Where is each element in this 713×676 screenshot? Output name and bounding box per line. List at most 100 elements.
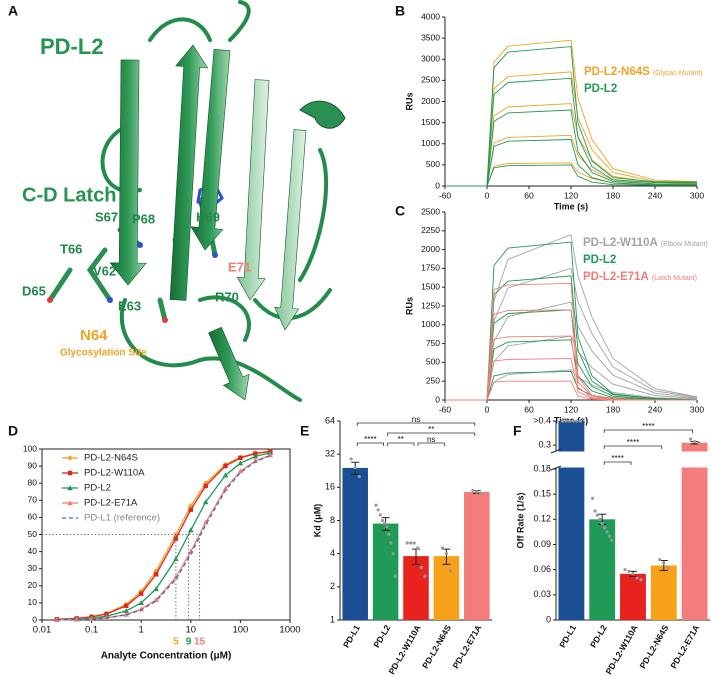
data-point bbox=[252, 453, 259, 459]
data-point bbox=[578, 419, 582, 423]
y-tick-label: 100 bbox=[23, 443, 37, 453]
data-point bbox=[416, 546, 420, 550]
reference-label: 15 bbox=[194, 637, 206, 648]
bar bbox=[464, 492, 490, 620]
data-point bbox=[188, 507, 193, 512]
y-tick-label: 2250 bbox=[421, 225, 440, 235]
data-point bbox=[440, 546, 444, 550]
data-point bbox=[560, 419, 565, 423]
data-point bbox=[631, 572, 635, 576]
y-tick-label: 10 bbox=[28, 597, 38, 607]
data-point bbox=[419, 565, 423, 570]
data-point bbox=[376, 508, 380, 512]
bar bbox=[589, 519, 616, 620]
strand bbox=[236, 79, 270, 301]
curve bbox=[445, 339, 698, 401]
y-tick-label: 1000 bbox=[421, 138, 440, 148]
data-point bbox=[444, 552, 448, 556]
residue-label: E63 bbox=[118, 298, 141, 313]
x-tick-label: 120 bbox=[564, 404, 578, 414]
site-label: Glycosylation Site bbox=[60, 348, 147, 359]
legend-label: PD-L2-E71A bbox=[84, 498, 138, 509]
residue-label: H69 bbox=[196, 209, 220, 224]
curve bbox=[56, 450, 271, 620]
data-point bbox=[479, 492, 483, 496]
reference-label: 5 bbox=[173, 637, 179, 648]
data-point bbox=[223, 463, 228, 469]
x-tick-label: 0.1 bbox=[85, 625, 98, 636]
legend-label: PD-L2-W110A bbox=[583, 237, 658, 249]
data-point bbox=[138, 588, 144, 595]
y-tick-label: 0 bbox=[546, 614, 551, 624]
x-tick-label: 240 bbox=[648, 404, 662, 414]
x-tick-label: 300 bbox=[690, 190, 704, 200]
y-tick-label: 4 bbox=[330, 548, 335, 558]
significance-bracket bbox=[356, 422, 476, 426]
legend-note: (Latch Mutant) bbox=[652, 275, 697, 282]
data-point bbox=[188, 503, 194, 509]
data-point bbox=[222, 472, 229, 478]
coil bbox=[100, 0, 332, 402]
x-tick-label: 0 bbox=[485, 190, 490, 200]
data-point bbox=[138, 600, 144, 606]
x-tick-label: 0.01 bbox=[33, 625, 52, 636]
y-tick-label: >0.4 bbox=[533, 415, 551, 425]
x-tick-label: 100 bbox=[232, 625, 248, 636]
curve bbox=[445, 380, 697, 401]
y-tick-label: 1500 bbox=[421, 281, 440, 291]
data-point bbox=[391, 552, 395, 556]
y-tick-label: 0 bbox=[435, 394, 440, 404]
y-tick-label: 8 bbox=[330, 515, 335, 525]
data-point bbox=[173, 556, 179, 562]
curve bbox=[445, 309, 697, 401]
panel-letter: A bbox=[8, 3, 18, 19]
y-tick-label: 64 bbox=[325, 415, 335, 425]
nitrogen bbox=[137, 242, 143, 248]
y-tick-label: 90 bbox=[28, 460, 38, 470]
data-point bbox=[635, 576, 639, 580]
legend-label: PD-L2 bbox=[584, 83, 617, 95]
significance-label: **** bbox=[611, 454, 623, 463]
significance-label: **** bbox=[642, 422, 654, 431]
residue-label: V62 bbox=[93, 263, 116, 278]
curve bbox=[445, 46, 697, 187]
legend-label: PD-L2-W110A bbox=[84, 468, 145, 479]
significance-label: ns bbox=[427, 435, 435, 444]
curve bbox=[56, 454, 271, 621]
data-point bbox=[357, 475, 361, 479]
data-point bbox=[153, 568, 159, 574]
legend-label: PD-L2-N64S bbox=[84, 453, 138, 464]
legend-label: PD-L2-E71A bbox=[583, 271, 649, 283]
residue-label: P68 bbox=[132, 211, 155, 226]
x-tick-label: -60 bbox=[439, 190, 452, 200]
x-tick-label: 180 bbox=[606, 404, 620, 414]
data-point bbox=[349, 457, 353, 461]
significance-bracket bbox=[387, 432, 476, 436]
y-axis-title: Kd (μM) bbox=[312, 504, 322, 538]
y-tick-label: 2000 bbox=[421, 244, 440, 254]
y-tick-label: 0 bbox=[435, 180, 440, 190]
data-point bbox=[139, 591, 144, 596]
data-point bbox=[123, 611, 130, 617]
x-tick-label: PD-L2-W110A bbox=[603, 623, 639, 676]
bar bbox=[403, 556, 429, 620]
data-point bbox=[138, 606, 144, 612]
y-tick-label: 0 bbox=[32, 614, 37, 624]
data-point bbox=[237, 460, 244, 466]
y-tick-label: 500 bbox=[426, 357, 440, 367]
x-tick-label: 60 bbox=[524, 404, 534, 414]
x-tick-label: PD-L2-N64S bbox=[637, 623, 670, 670]
x-tick-label: PD-L1 bbox=[557, 623, 578, 650]
curve bbox=[445, 241, 698, 401]
y-tick-label: 1000 bbox=[421, 319, 440, 329]
y-tick-label: 3000 bbox=[421, 54, 440, 64]
data-point bbox=[382, 521, 387, 526]
strand bbox=[208, 326, 250, 401]
data-point bbox=[471, 488, 475, 493]
legend-label: PD-L2-N64S bbox=[584, 66, 650, 78]
data-point bbox=[378, 513, 382, 517]
data-point bbox=[627, 569, 631, 573]
legend-note: (Elbow Mutant) bbox=[661, 241, 708, 248]
significance-bracket bbox=[603, 429, 693, 433]
